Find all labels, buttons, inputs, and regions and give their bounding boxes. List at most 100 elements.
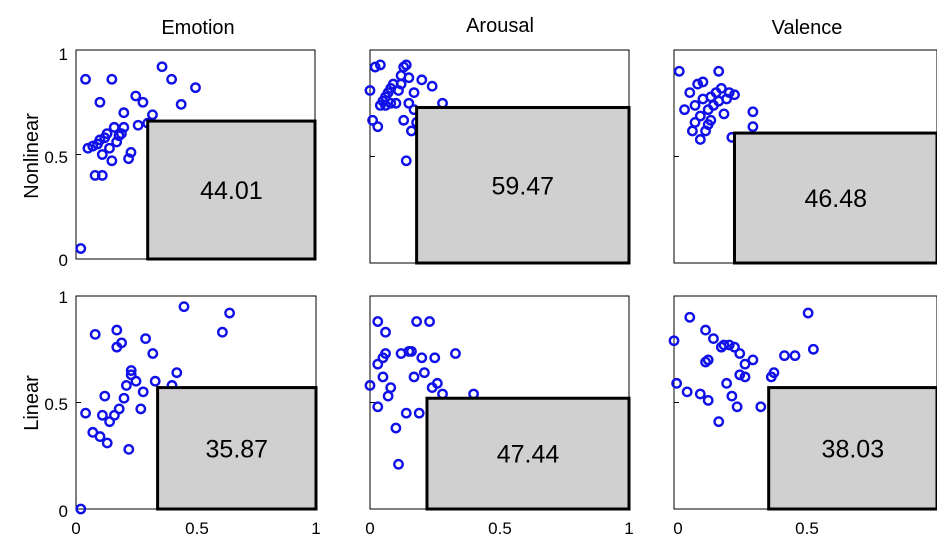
data-point <box>116 337 128 349</box>
data-point <box>390 97 402 109</box>
data-point <box>89 169 101 181</box>
data-point <box>673 65 685 77</box>
data-point <box>708 333 719 344</box>
data-point <box>694 134 706 145</box>
data-point <box>216 326 228 338</box>
x-tick-label: 0 <box>673 519 682 535</box>
data-point <box>718 339 730 351</box>
data-point <box>106 155 118 167</box>
data-point <box>403 72 415 84</box>
data-point <box>101 437 113 449</box>
data-point <box>731 401 743 413</box>
data-point <box>713 65 725 77</box>
data-point <box>671 377 683 389</box>
data-point <box>416 352 428 364</box>
data-point <box>723 87 735 99</box>
data-point <box>431 377 443 389</box>
data-point <box>149 375 161 387</box>
data-point <box>734 369 746 381</box>
x-tick-label: 1 <box>624 519 633 535</box>
data-point <box>80 73 91 85</box>
data-point <box>668 335 680 347</box>
scatter-panels: 44.01 59.47 46.48 35.87 47.44 38.03 <box>75 49 937 515</box>
data-point <box>80 407 92 419</box>
data-point <box>369 61 381 73</box>
data-point <box>723 339 735 351</box>
data-point <box>135 403 147 415</box>
column-title-emotion: Emotion <box>161 17 234 39</box>
data-point <box>408 87 420 99</box>
y-tick-label: 0 <box>59 502 68 521</box>
data-point <box>406 345 417 357</box>
data-point <box>747 354 759 366</box>
data-point <box>364 380 376 391</box>
data-point <box>802 307 814 319</box>
data-point <box>125 365 137 376</box>
data-point <box>390 422 402 434</box>
data-point <box>118 121 130 133</box>
x-tick-label: 0.5 <box>488 519 512 535</box>
scatter-panel: 35.87 <box>75 295 318 515</box>
data-point <box>380 348 391 359</box>
data-point <box>137 96 149 108</box>
score-label: 38.03 <box>822 435 885 463</box>
data-point <box>385 382 397 393</box>
data-point <box>684 311 696 323</box>
data-point <box>97 409 108 421</box>
data-point <box>411 316 423 327</box>
data-point <box>734 348 746 359</box>
row-label-nonlinear: Nonlinear <box>21 113 43 199</box>
y-tick-label: 1 <box>59 288 68 307</box>
data-point <box>700 324 711 336</box>
data-point <box>106 73 118 85</box>
data-point <box>372 121 384 133</box>
data-point <box>385 97 397 109</box>
data-point <box>400 59 412 71</box>
data-point <box>377 371 389 383</box>
data-point <box>104 142 115 154</box>
data-point <box>123 153 134 165</box>
data-point <box>175 98 187 110</box>
y-tick-label: 1 <box>59 45 68 64</box>
score-label: 44.01 <box>200 177 263 205</box>
data-point <box>684 87 696 99</box>
x-tick-label: 1 <box>311 519 320 535</box>
data-point <box>697 76 709 88</box>
y-tick-label: 0.5 <box>44 148 68 167</box>
score-label: 59.47 <box>492 172 555 200</box>
x-tick-label: 0.5 <box>185 519 209 535</box>
data-point <box>94 96 106 108</box>
data-point <box>729 341 740 353</box>
data-point <box>679 104 690 116</box>
data-point <box>687 125 698 137</box>
score-label: 47.44 <box>497 441 560 469</box>
data-point <box>755 401 767 413</box>
data-point <box>99 390 111 402</box>
data-point <box>123 443 135 455</box>
data-point <box>424 316 435 327</box>
data-point <box>702 354 714 366</box>
data-point <box>75 503 87 515</box>
x-tick-label: 0 <box>365 519 374 535</box>
x-tick-label: 0.5 <box>795 519 819 535</box>
data-point <box>89 328 101 340</box>
data-point <box>96 169 108 181</box>
data-point <box>111 324 123 336</box>
data-point <box>147 348 159 359</box>
data-point <box>137 386 149 398</box>
data-point <box>190 82 201 94</box>
data-point <box>125 147 137 158</box>
data-point <box>96 149 108 160</box>
data-point <box>681 386 693 398</box>
data-point <box>768 367 780 379</box>
data-point <box>406 125 417 137</box>
data-point <box>372 316 384 327</box>
data-point <box>779 350 790 362</box>
data-point <box>364 85 376 96</box>
data-point <box>372 401 384 413</box>
scatter-panel: 46.48 <box>673 49 937 265</box>
data-point <box>374 59 386 71</box>
data-point <box>747 121 759 133</box>
data-point <box>393 458 404 470</box>
